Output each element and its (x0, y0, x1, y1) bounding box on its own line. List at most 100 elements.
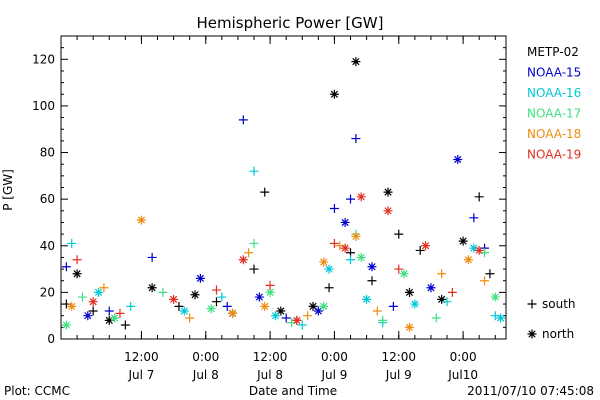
point-north (254, 292, 264, 302)
point-south (474, 192, 484, 202)
point-north (319, 257, 329, 267)
plot-frame (60, 35, 507, 340)
point-north (404, 322, 414, 332)
point-south (217, 292, 227, 302)
point-south (329, 203, 339, 213)
point-south (442, 297, 452, 307)
legend-item: NOAA-17 (527, 107, 581, 121)
point-south (346, 255, 356, 265)
y-tick-label: 60 (40, 192, 55, 206)
point-south (174, 301, 184, 311)
point-north (383, 206, 393, 216)
point-north (104, 315, 114, 325)
footer-credit: Plot: CCMC (4, 384, 70, 398)
marker-legend: south north (527, 297, 576, 341)
point-north (469, 243, 479, 253)
point-north (319, 301, 329, 311)
point-south (372, 306, 382, 316)
point-south (265, 280, 275, 290)
point-north (147, 283, 157, 293)
point-south (303, 311, 313, 321)
point-south (297, 320, 307, 330)
x-tick-label: 0:00 (192, 350, 219, 364)
x-tick-label: 12:00 (124, 350, 159, 364)
point-south (61, 262, 71, 272)
point-north (490, 292, 500, 302)
point-south (249, 264, 259, 274)
point-north (351, 57, 361, 67)
y-axis-label: P [GW] (1, 169, 15, 211)
point-north (61, 320, 71, 330)
point-south (249, 166, 259, 176)
point-north (238, 255, 248, 265)
point-north (399, 269, 409, 279)
point-north (270, 311, 280, 321)
point-south (244, 248, 254, 258)
point-north (265, 287, 275, 297)
point-north (228, 308, 238, 318)
point-north (179, 306, 189, 316)
point-north (463, 255, 473, 265)
point-south (378, 315, 388, 325)
x-tick-label: 12:00 (381, 350, 416, 364)
point-south (480, 276, 490, 286)
point-north (367, 262, 377, 272)
point-north (356, 252, 366, 262)
point-north (83, 311, 93, 321)
point-north (313, 306, 323, 316)
x-tick-day-label: Jul 9 (320, 368, 347, 382)
marker-legend-label: south (542, 297, 576, 311)
point-north (362, 294, 372, 304)
point-south (437, 269, 447, 279)
point-north (169, 294, 179, 304)
x-tick-day-label: Jul 8 (256, 368, 283, 382)
y-tick-label: 80 (40, 146, 55, 160)
point-north (356, 192, 366, 202)
point-north (308, 301, 318, 311)
point-north (190, 290, 200, 300)
point-north (453, 155, 463, 165)
point-south (238, 115, 248, 125)
chart-title: Hemispheric Power [GW] (197, 14, 384, 32)
x-tick-label: 12:00 (253, 350, 288, 364)
point-south (346, 194, 356, 204)
point-south (104, 306, 114, 316)
point-south (185, 313, 195, 323)
point-south (88, 306, 98, 316)
point-south (329, 238, 339, 248)
point-north (94, 287, 104, 297)
point-south (222, 301, 232, 311)
footer-timestamp: 2011/07/10 07:45:08 (467, 384, 594, 398)
point-north (527, 329, 537, 339)
marker-legend-item: north (527, 327, 574, 341)
y-tick-label: 120 (32, 52, 55, 66)
point-south (447, 287, 457, 297)
point-north (206, 304, 216, 314)
point-south (485, 269, 495, 279)
point-south (126, 301, 136, 311)
point-south (351, 134, 361, 144)
series-noaa-19 (72, 192, 484, 325)
y-tick-label: 20 (40, 285, 55, 299)
y-tick-label: 40 (40, 239, 55, 253)
point-north (437, 294, 447, 304)
marker-legend-label: north (542, 327, 574, 341)
series-noaa-15 (61, 115, 490, 323)
point-south (469, 213, 479, 223)
point-south (147, 252, 157, 262)
legend-item: NOAA-16 (527, 86, 581, 100)
point-north (383, 187, 393, 197)
point-north (421, 241, 431, 251)
point-south (388, 301, 398, 311)
point-north (292, 315, 302, 325)
point-south (394, 229, 404, 239)
point-north (426, 283, 436, 293)
point-south (527, 299, 537, 309)
point-south (120, 320, 130, 330)
point-south (72, 255, 82, 265)
data-points (61, 57, 506, 332)
point-north (340, 217, 350, 227)
point-south (260, 187, 270, 197)
legend-item: NOAA-15 (527, 66, 581, 80)
